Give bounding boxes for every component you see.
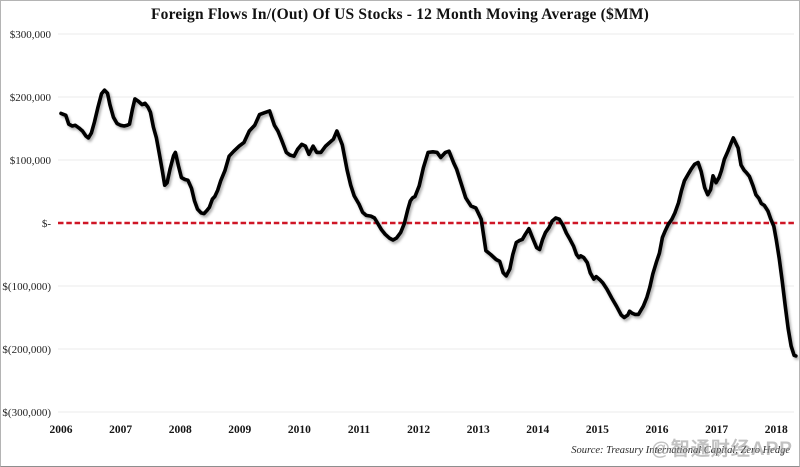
x-axis-tick-label: 2016 [646,424,669,436]
x-axis-tick-label: 2007 [109,424,132,436]
x-axis-tick-label: 2010 [288,424,311,436]
y-axis-tick-label: $100,000 [10,155,52,167]
x-axis-tick-label: 2011 [348,424,371,436]
x-axis-tick-label: 2013 [467,424,490,436]
source-note: Source: Treasury International Capital, … [571,445,790,456]
x-axis-tick-label: 2017 [705,424,728,436]
x-axis-tick-label: 2006 [50,424,73,436]
x-axis-tick-label: 2008 [169,424,192,436]
x-axis-tick-label: 2018 [765,424,788,436]
series-line [59,88,798,358]
chart-title: Foreign Flows In/(Out) Of US Stocks - 12… [150,6,650,23]
y-axis-tick-label: $(200,000) [2,344,51,356]
y-axis-tick-label: $(100,000) [2,281,51,293]
y-axis-tick-label: $(300,000) [2,407,51,419]
x-axis-tick-label: 2014 [526,424,549,436]
x-axis-tick-label: 2012 [407,424,430,436]
y-axis-tick-label: $200,000 [10,92,52,104]
x-axis-tick-label: 2015 [586,424,609,436]
y-axis-tick-label: $- [42,218,52,230]
y-axis-tick-label: $300,000 [10,29,52,41]
x-axis-tick-label: 2009 [228,424,251,436]
